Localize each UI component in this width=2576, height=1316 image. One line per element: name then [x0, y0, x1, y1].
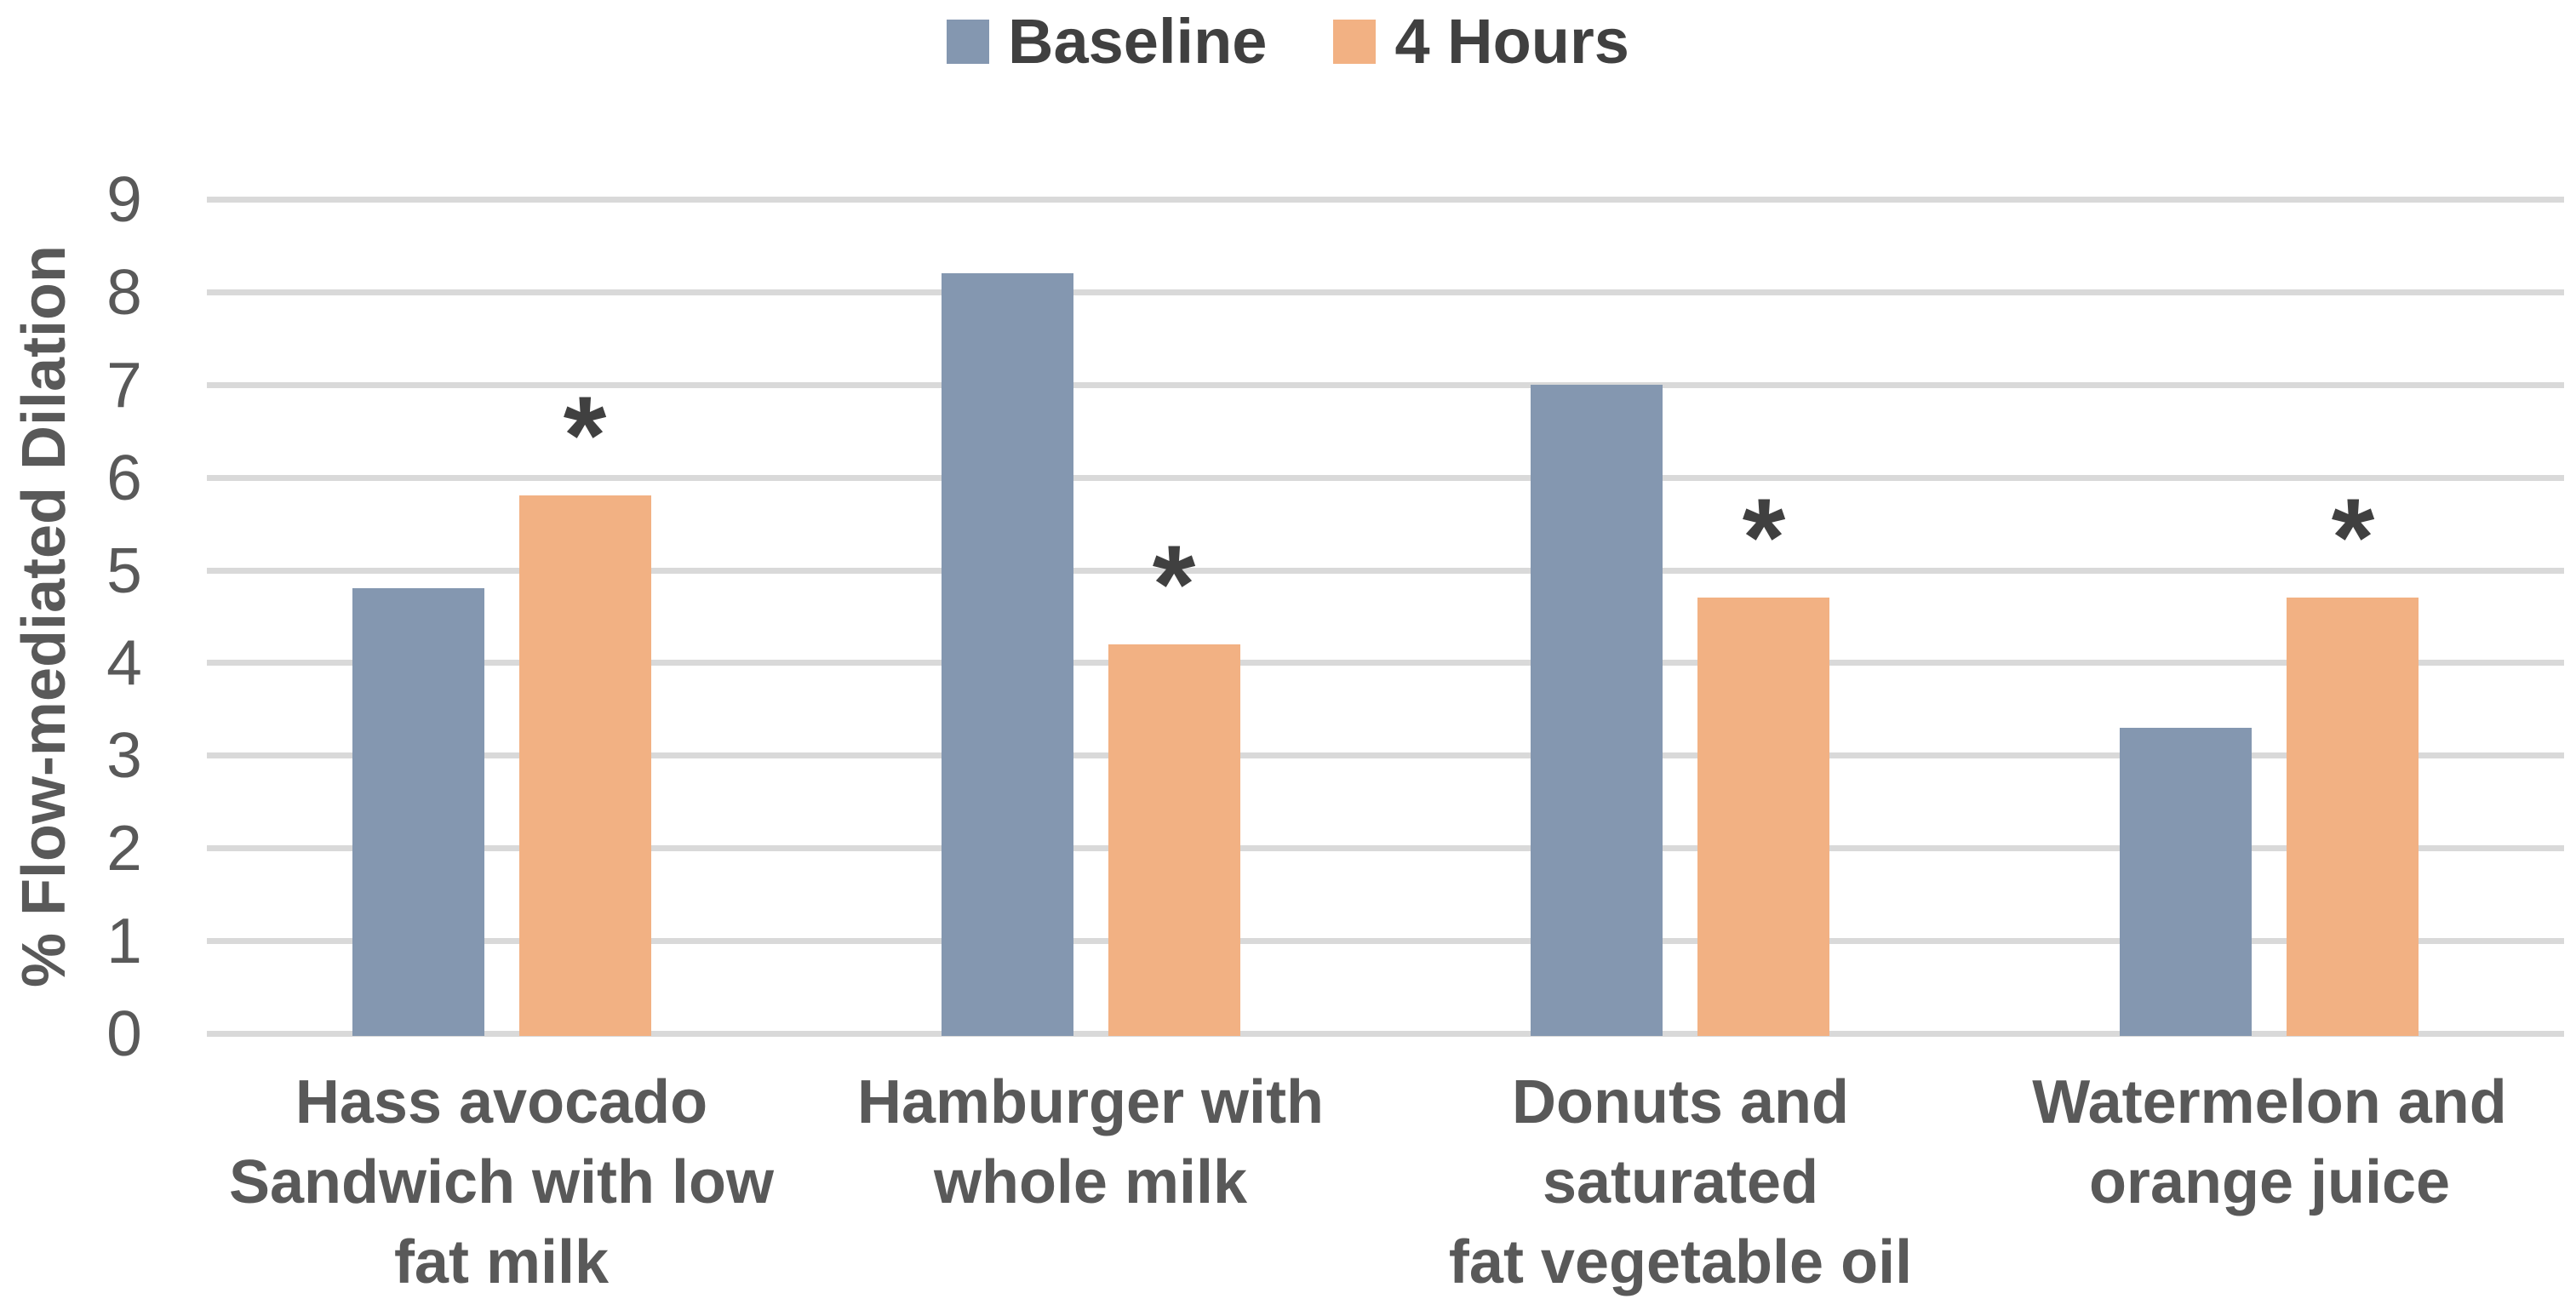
y-tick-label-3: 3 [106, 719, 142, 791]
bar-4-hours-2 [1697, 598, 1829, 1036]
gridline-y-2 [207, 845, 2564, 851]
gridline-y-4 [207, 660, 2564, 666]
gridline-y-3 [207, 752, 2564, 758]
legend: Baseline 4 Hours [0, 10, 2576, 73]
gridline-y-9 [207, 197, 2564, 203]
y-tick-label-6: 6 [106, 442, 142, 513]
y-axis-title: % Flow-mediated Dilation [10, 244, 78, 988]
gridline-y-1 [207, 938, 2564, 944]
legend-item-baseline: Baseline [947, 10, 1267, 73]
legend-swatch-4-hours-icon [1333, 20, 1377, 64]
y-tick-label-7: 7 [106, 349, 142, 421]
bar-4-hours-1 [1108, 644, 1240, 1036]
gridline-y-0 [207, 1031, 2564, 1037]
significance-asterisk-0: * [563, 373, 607, 497]
significance-asterisk-2: * [1742, 475, 1786, 599]
gridline-y-7 [207, 382, 2564, 388]
legend-item-4-hours: 4 Hours [1333, 10, 1629, 73]
legend-label-4-hours: 4 Hours [1394, 6, 1629, 77]
gridline-y-6 [207, 475, 2564, 481]
significance-asterisk-1: * [1152, 522, 1196, 646]
significance-asterisk-3: * [2331, 475, 2375, 599]
plot-area: * * * * [207, 196, 2564, 1037]
bar-4-hours-0 [519, 495, 651, 1036]
bar-baseline-0 [352, 588, 484, 1036]
category-label-2: Donuts and saturated fat vegetable oil e… [1448, 1068, 1913, 1316]
bar-baseline-1 [942, 273, 1073, 1036]
gridline-y-8 [207, 289, 2564, 295]
y-tick-label-9: 9 [106, 163, 142, 235]
legend-label-baseline: Baseline [1008, 6, 1268, 77]
y-tick-label-8: 8 [106, 256, 142, 328]
y-tick-label-2: 2 [106, 812, 142, 884]
legend-swatch-baseline-icon [947, 20, 990, 64]
bar-baseline-3 [2120, 728, 2252, 1036]
y-tick-label-5: 5 [106, 535, 142, 606]
category-label-0: Hass avocado Sandwich with low fat milk [228, 1068, 775, 1296]
category-label-3: Watermelon and orange juice [2032, 1068, 2507, 1216]
y-tick-label-0: 0 [106, 998, 142, 1069]
y-tick-label-1: 1 [106, 905, 142, 976]
y-tick-label-4: 4 [106, 627, 142, 698]
category-label-1: Hamburger with whole milk [856, 1068, 1325, 1216]
gridline-y-5 [207, 568, 2564, 574]
bar-4-hours-3 [2287, 598, 2419, 1036]
bar-baseline-2 [1531, 385, 1663, 1036]
